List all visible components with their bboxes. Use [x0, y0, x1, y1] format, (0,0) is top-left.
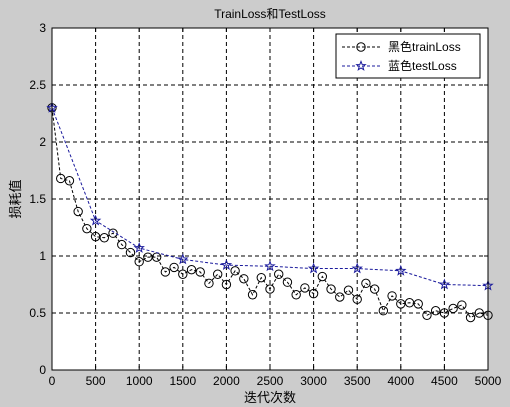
- data-point: [64, 176, 75, 186]
- y-tick-label: 0: [39, 363, 46, 377]
- series-trainloss: [47, 103, 493, 323]
- x-tick-label: 4000: [387, 374, 414, 388]
- data-point: [307, 262, 320, 274]
- y-tick-label: 0.5: [29, 306, 46, 320]
- data-point: [361, 278, 371, 289]
- data-point: [413, 299, 423, 309]
- data-point: [204, 278, 214, 289]
- x-tick-label: 2000: [213, 374, 240, 388]
- data-point: [300, 283, 310, 293]
- data-point: [264, 260, 276, 272]
- legend-label: 黑色trainLoss: [388, 40, 461, 54]
- data-point: [335, 292, 345, 302]
- data-point: [352, 294, 362, 305]
- legend-box: [335, 33, 481, 79]
- data-point: [160, 267, 171, 277]
- data-point: [343, 285, 354, 295]
- data-point: [422, 310, 432, 320]
- data-point: [448, 303, 458, 314]
- x-tick-label: 500: [86, 374, 106, 388]
- x-tick-label: 3500: [344, 374, 371, 388]
- data-point: [387, 291, 397, 301]
- y-axis-label: 损耗值: [8, 179, 23, 218]
- data-point: [291, 290, 301, 300]
- data-point: [430, 306, 441, 316]
- data-point: [369, 284, 380, 294]
- series-testloss: [46, 101, 494, 291]
- data-point: [169, 262, 179, 273]
- x-tick-label: 3000: [300, 374, 327, 388]
- data-point: [99, 233, 110, 243]
- data-point: [308, 288, 319, 299]
- data-point: [274, 269, 284, 279]
- data-point: [89, 214, 102, 226]
- data-point: [465, 312, 476, 323]
- data-point: [395, 264, 407, 276]
- series-line: [51, 107, 489, 287]
- x-tick-label: 5000: [475, 374, 502, 388]
- data-point: [439, 308, 450, 318]
- data-point: [117, 239, 127, 250]
- data-point: [351, 262, 363, 274]
- data-point: [247, 290, 258, 300]
- legend-label: 蓝色testLoss: [388, 59, 457, 73]
- data-point: [457, 300, 467, 310]
- grid-lines: [52, 28, 488, 370]
- y-tick-label: 2.5: [29, 78, 46, 92]
- data-point: [220, 259, 233, 270]
- data-point: [133, 241, 145, 253]
- data-point: [256, 272, 266, 283]
- data-point: [265, 284, 275, 294]
- y-tick-label: 2: [39, 135, 46, 149]
- data-point: [221, 279, 232, 290]
- data-point: [282, 277, 293, 287]
- x-tick-label: 2500: [257, 374, 284, 388]
- y-tick-label: 3: [39, 21, 46, 35]
- legend-marker: [356, 42, 366, 52]
- data-point: [326, 284, 336, 294]
- data-point: [125, 247, 136, 258]
- x-axis-label: 迭代次数: [244, 390, 296, 405]
- x-tick-label: 1500: [169, 374, 196, 388]
- data-point: [212, 269, 223, 279]
- data-point: [239, 274, 249, 284]
- data-point: [108, 228, 118, 238]
- data-point: [186, 264, 197, 275]
- data-point: [177, 253, 189, 265]
- legend: 黑色trainLoss 蓝色testLoss: [335, 33, 481, 79]
- data-point: [82, 223, 92, 234]
- series-layer: [46, 101, 494, 323]
- data-point: [178, 269, 188, 279]
- data-point: [230, 266, 240, 276]
- data-point: [317, 271, 328, 282]
- axis-ticks: 0 500 1000 1500 2000 2500 3000 3500 4000 4500 5000…: [29, 21, 501, 388]
- data-point: [56, 173, 66, 184]
- y-tick-label: 1: [39, 249, 46, 263]
- y-tick-label: 1.5: [29, 192, 46, 206]
- x-tick-label: 4500: [431, 374, 458, 388]
- x-tick-label: 1000: [126, 374, 153, 388]
- data-point: [73, 206, 83, 217]
- data-point: [195, 267, 205, 277]
- data-point: [438, 278, 451, 290]
- legend-marker: [355, 59, 367, 71]
- x-tick-label: 0: [49, 374, 56, 388]
- chart-title: TrainLoss和TestLoss: [214, 7, 326, 21]
- data-point: [378, 306, 389, 316]
- data-point: [134, 257, 144, 267]
- data-point: [474, 308, 484, 318]
